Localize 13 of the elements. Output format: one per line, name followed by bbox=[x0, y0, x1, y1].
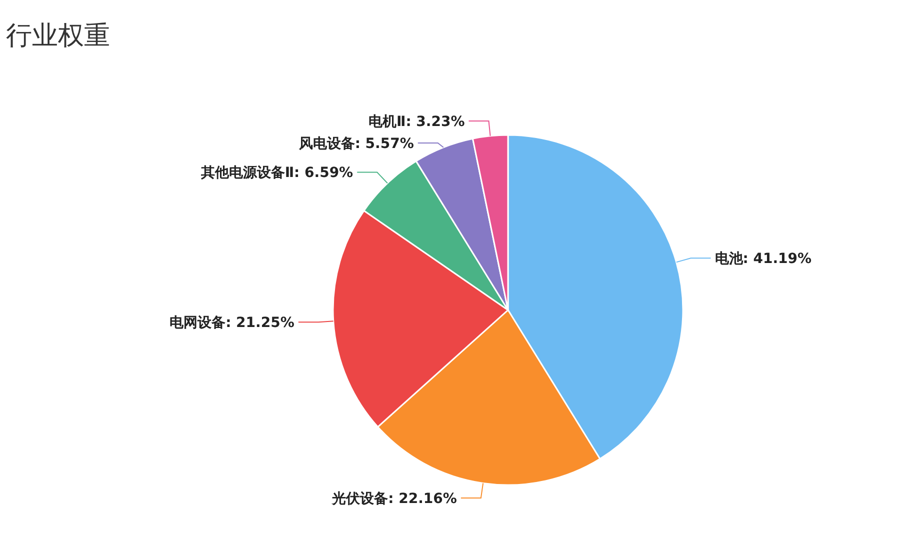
data-label: : 5.57% bbox=[354, 136, 414, 152]
slice-label: 电网设备 bbox=[170, 315, 226, 332]
slice-label: 电机Ⅱ bbox=[368, 114, 406, 130]
data-label: : 3.23% bbox=[406, 114, 465, 130]
slice-label: 风电设备 bbox=[298, 136, 355, 152]
chart-title: 行业权重 bbox=[6, 21, 110, 51]
slice-label: 电池 bbox=[714, 251, 744, 268]
data-label: : 41.19% bbox=[742, 251, 812, 268]
data-label: : 6.59% bbox=[294, 165, 354, 182]
data-label: : 21.25% bbox=[226, 315, 294, 332]
slice-label: 光伏设备 bbox=[331, 490, 388, 507]
slice-label: 其他电源设备Ⅱ bbox=[200, 165, 294, 182]
data-label: : 22.16% bbox=[388, 490, 457, 507]
